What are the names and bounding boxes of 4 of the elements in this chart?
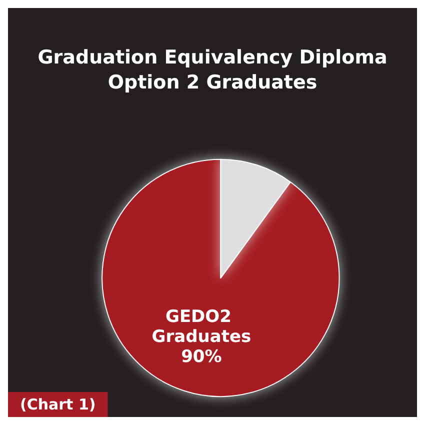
data-label: 90% bbox=[181, 347, 222, 368]
slice-label: GEDO2 Graduates bbox=[152, 307, 252, 348]
chart-title: Graduation Equivalency Diploma Option 2 Graduates bbox=[38, 46, 388, 94]
text: (Chart 1) bbox=[20, 396, 96, 414]
